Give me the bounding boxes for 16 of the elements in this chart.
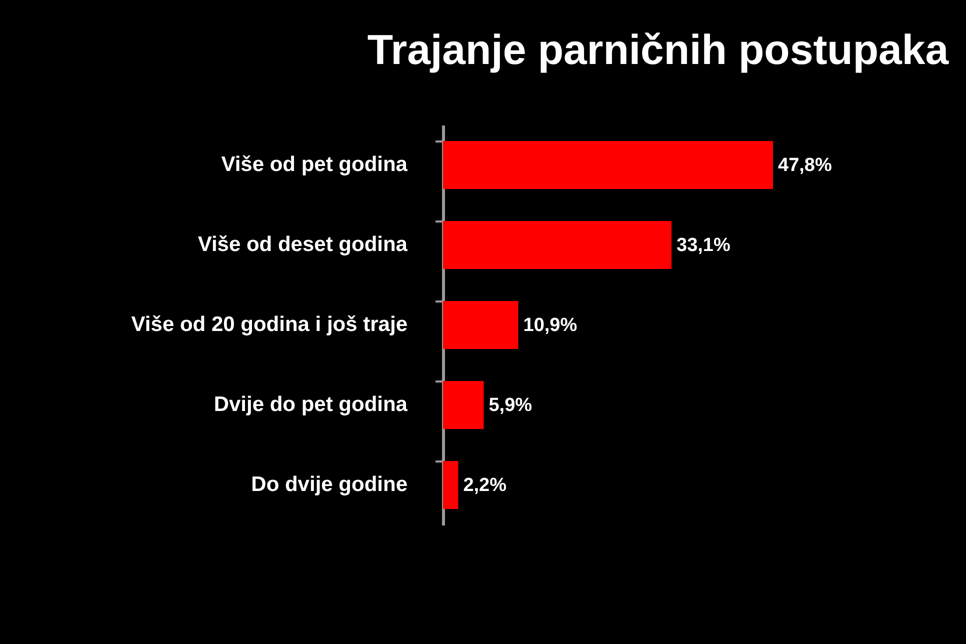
y-tick-label: Dvije do pet godina — [214, 393, 408, 416]
data-label: 47,8% — [778, 155, 832, 176]
bar — [443, 461, 458, 509]
data-label: 33,1% — [676, 235, 730, 256]
data-label: 5,9% — [488, 395, 532, 416]
y-tick-label: Više od pet godina — [221, 153, 408, 176]
bar — [443, 221, 672, 269]
bar — [443, 301, 518, 349]
bar — [443, 141, 773, 189]
y-tick-label: Više od 20 godina i još traje — [131, 313, 408, 336]
chart-title: Trajanje parničnih postupaka — [367, 26, 950, 73]
y-tick-label: Više od deset godina — [198, 233, 408, 256]
data-label: 10,9% — [523, 315, 578, 336]
bar — [443, 381, 484, 429]
data-label: 2,2% — [463, 475, 507, 496]
y-tick-label: Do dvije godine — [251, 473, 408, 496]
